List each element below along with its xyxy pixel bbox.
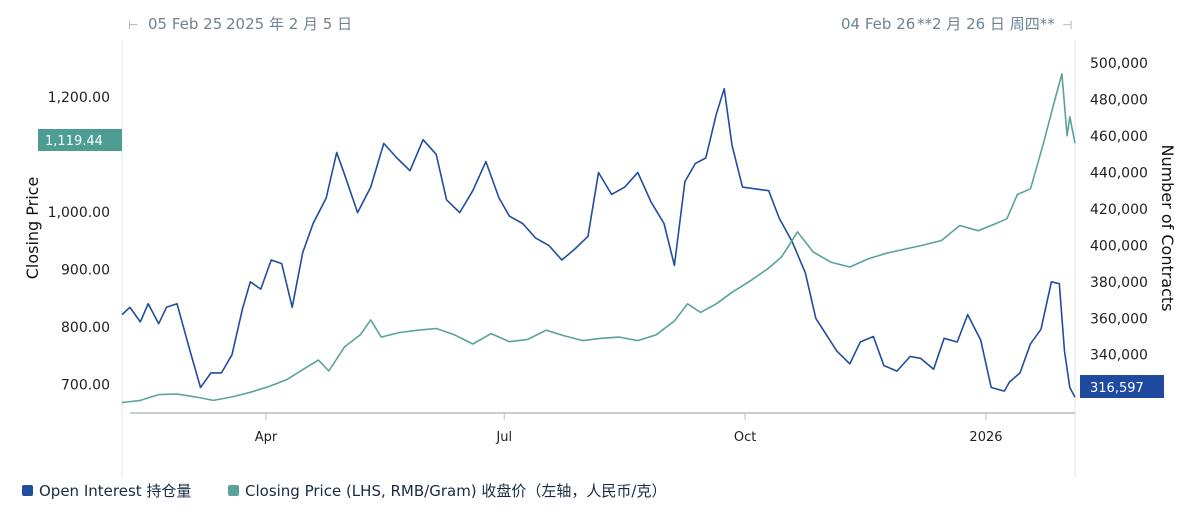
left-tick-label: 1,200.00 xyxy=(48,90,110,106)
open-interest-last-value: 316,597 xyxy=(1090,381,1144,396)
closing-price-last-value: 1,119.44 xyxy=(45,134,103,149)
right-tick-label: 500,000 xyxy=(1090,56,1148,72)
legend-open-interest-label[interactable]: Open Interest 持仓量 xyxy=(39,482,191,500)
right-tick-label: 480,000 xyxy=(1090,93,1148,109)
x-axis-ticks: Apr Jul Oct 2026 xyxy=(255,413,1003,445)
x-tick-label: Jul xyxy=(495,430,512,445)
closing-price-line xyxy=(121,73,1076,404)
range-start-date[interactable]: 05 Feb 25 xyxy=(148,15,222,33)
right-tick-label: 340,000 xyxy=(1090,348,1148,364)
legend: Open Interest 持仓量 Closing Price (LHS, RM… xyxy=(22,482,666,500)
range-start-arrow-icon[interactable]: ⊢ xyxy=(128,18,138,32)
left-axis-ticks: 700.00 800.00 900.00 1,000.00 1,200.00 xyxy=(48,90,110,394)
left-axis-title: Closing Price xyxy=(23,177,42,280)
closing-price-badge xyxy=(38,129,122,151)
legend-closing-price-swatch[interactable] xyxy=(228,485,239,496)
series-layer xyxy=(121,73,1076,404)
right-tick-label: 440,000 xyxy=(1090,166,1148,182)
plot-structure xyxy=(121,40,1076,478)
right-tick-label: 420,000 xyxy=(1090,202,1148,218)
right-tick-label: 460,000 xyxy=(1090,129,1148,145)
x-tick-label: Oct xyxy=(734,430,756,445)
right-tick-label: 400,000 xyxy=(1090,238,1148,254)
range-start-date-cn: 2025 年 2 月 5 日 xyxy=(226,15,352,33)
open-interest-badge xyxy=(1080,375,1164,398)
legend-open-interest-swatch[interactable] xyxy=(22,485,33,496)
right-axis-title: Number of Contracts xyxy=(1158,144,1177,311)
range-end-arrow-icon[interactable]: ⊣ xyxy=(1062,18,1072,32)
left-tick-label: 700.00 xyxy=(61,377,110,393)
range-end-date-cn: **2 月 26 日 周四** xyxy=(917,15,1055,33)
right-tick-label: 380,000 xyxy=(1090,275,1148,291)
right-tick-label: 360,000 xyxy=(1090,311,1148,327)
left-tick-label: 1,000.00 xyxy=(48,205,110,221)
open-interest-line xyxy=(121,87,1076,398)
x-tick-label: Apr xyxy=(255,430,278,445)
legend-closing-price-label[interactable]: Closing Price (LHS, RMB/Gram) 收盘价（左轴，人民币… xyxy=(245,482,666,500)
right-axis-ticks: 340,000 360,000 380,000 400,000 420,000 440,0… xyxy=(1090,56,1148,363)
range-end-date[interactable]: 04 Feb 26 xyxy=(841,15,915,33)
left-tick-label: 900.00 xyxy=(61,262,110,278)
x-tick-label: 2026 xyxy=(969,430,1002,445)
left-tick-label: 800.00 xyxy=(61,320,110,336)
